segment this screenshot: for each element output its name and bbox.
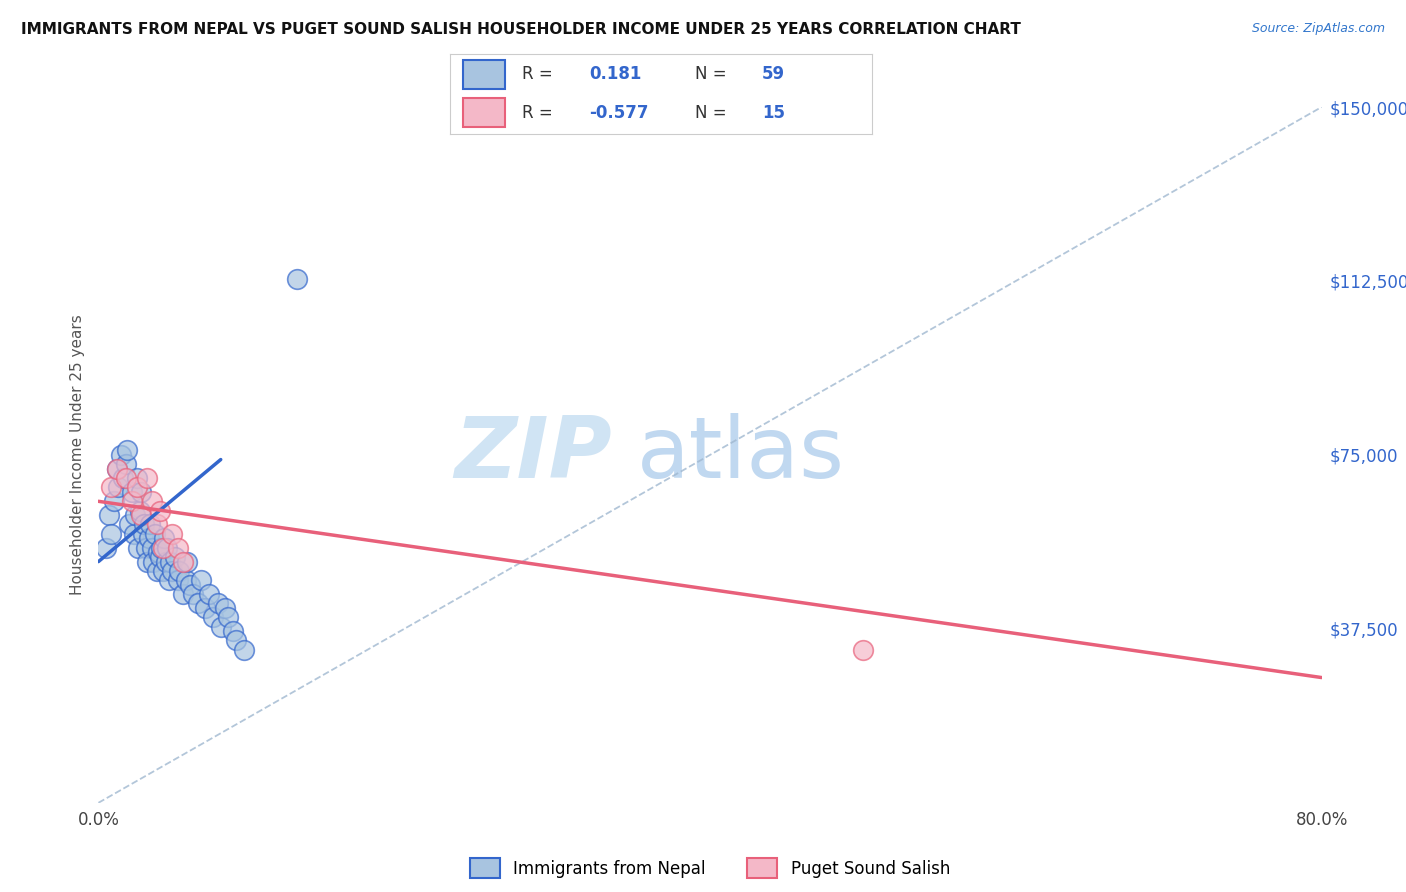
Point	[139, 517, 162, 532]
Point	[141, 494, 163, 508]
Point	[172, 587, 194, 601]
Point	[149, 549, 172, 564]
Point	[169, 564, 191, 578]
Point	[187, 596, 209, 610]
Point	[217, 610, 239, 624]
Point	[124, 508, 146, 523]
Point	[174, 573, 197, 587]
Point	[285, 271, 308, 285]
Point	[135, 541, 157, 555]
Text: 15: 15	[762, 104, 785, 122]
Text: atlas: atlas	[637, 413, 845, 497]
Point	[121, 494, 143, 508]
Point	[176, 555, 198, 569]
Text: R =: R =	[522, 104, 553, 122]
Point	[163, 549, 186, 564]
Text: -0.577: -0.577	[589, 104, 648, 122]
Y-axis label: Householder Income Under 25 years: Householder Income Under 25 years	[69, 315, 84, 595]
Point	[145, 564, 167, 578]
Point	[167, 541, 190, 555]
Point	[159, 555, 181, 569]
Legend: Immigrants from Nepal, Puget Sound Salish: Immigrants from Nepal, Puget Sound Salis…	[463, 851, 957, 885]
Point	[125, 480, 148, 494]
Point	[100, 480, 122, 494]
Point	[155, 555, 177, 569]
Point	[105, 462, 128, 476]
Text: N =: N =	[695, 65, 725, 83]
Point	[100, 526, 122, 541]
Point	[852, 642, 875, 657]
Point	[122, 526, 145, 541]
Point	[110, 448, 132, 462]
Point	[127, 541, 149, 555]
Point	[118, 517, 141, 532]
Point	[179, 578, 201, 592]
Point	[145, 517, 167, 532]
Point	[117, 443, 139, 458]
Point	[136, 555, 159, 569]
Point	[136, 471, 159, 485]
Point	[225, 633, 247, 648]
Point	[160, 526, 183, 541]
Point	[209, 619, 232, 633]
Point	[197, 587, 219, 601]
Point	[153, 532, 176, 546]
Point	[98, 508, 121, 523]
Point	[107, 480, 129, 494]
Point	[103, 494, 125, 508]
Text: R =: R =	[522, 65, 553, 83]
Point	[132, 526, 155, 541]
Point	[149, 503, 172, 517]
Text: Source: ZipAtlas.com: Source: ZipAtlas.com	[1251, 22, 1385, 36]
Point	[125, 471, 148, 485]
Point	[232, 642, 254, 657]
Point	[111, 471, 134, 485]
Point	[181, 587, 204, 601]
Text: N =: N =	[695, 104, 725, 122]
Point	[172, 555, 194, 569]
Point	[115, 457, 138, 471]
Point	[129, 485, 152, 500]
Point	[207, 596, 229, 610]
Text: IMMIGRANTS FROM NEPAL VS PUGET SOUND SALISH HOUSEHOLDER INCOME UNDER 25 YEARS CO: IMMIGRANTS FROM NEPAL VS PUGET SOUND SAL…	[21, 22, 1021, 37]
Point	[156, 541, 179, 555]
Point	[138, 532, 160, 546]
Point	[94, 541, 117, 555]
Point	[157, 573, 180, 587]
Point	[115, 471, 138, 485]
Point	[105, 462, 128, 476]
Text: ZIP: ZIP	[454, 413, 612, 497]
FancyBboxPatch shape	[463, 98, 505, 128]
Text: 0.181: 0.181	[589, 65, 641, 83]
Point	[143, 526, 166, 541]
Point	[146, 545, 169, 559]
Point	[214, 601, 236, 615]
Point	[134, 517, 156, 532]
Point	[129, 508, 152, 523]
Point	[152, 541, 174, 555]
Point	[142, 555, 165, 569]
Point	[202, 610, 225, 624]
Point	[160, 564, 183, 578]
Point	[150, 541, 173, 555]
Point	[152, 564, 174, 578]
Text: 59: 59	[762, 65, 785, 83]
Point	[128, 503, 150, 517]
Point	[194, 601, 217, 615]
Point	[190, 573, 212, 587]
Point	[222, 624, 245, 639]
Point	[141, 541, 163, 555]
Point	[167, 573, 190, 587]
Point	[121, 485, 143, 500]
FancyBboxPatch shape	[463, 60, 505, 89]
